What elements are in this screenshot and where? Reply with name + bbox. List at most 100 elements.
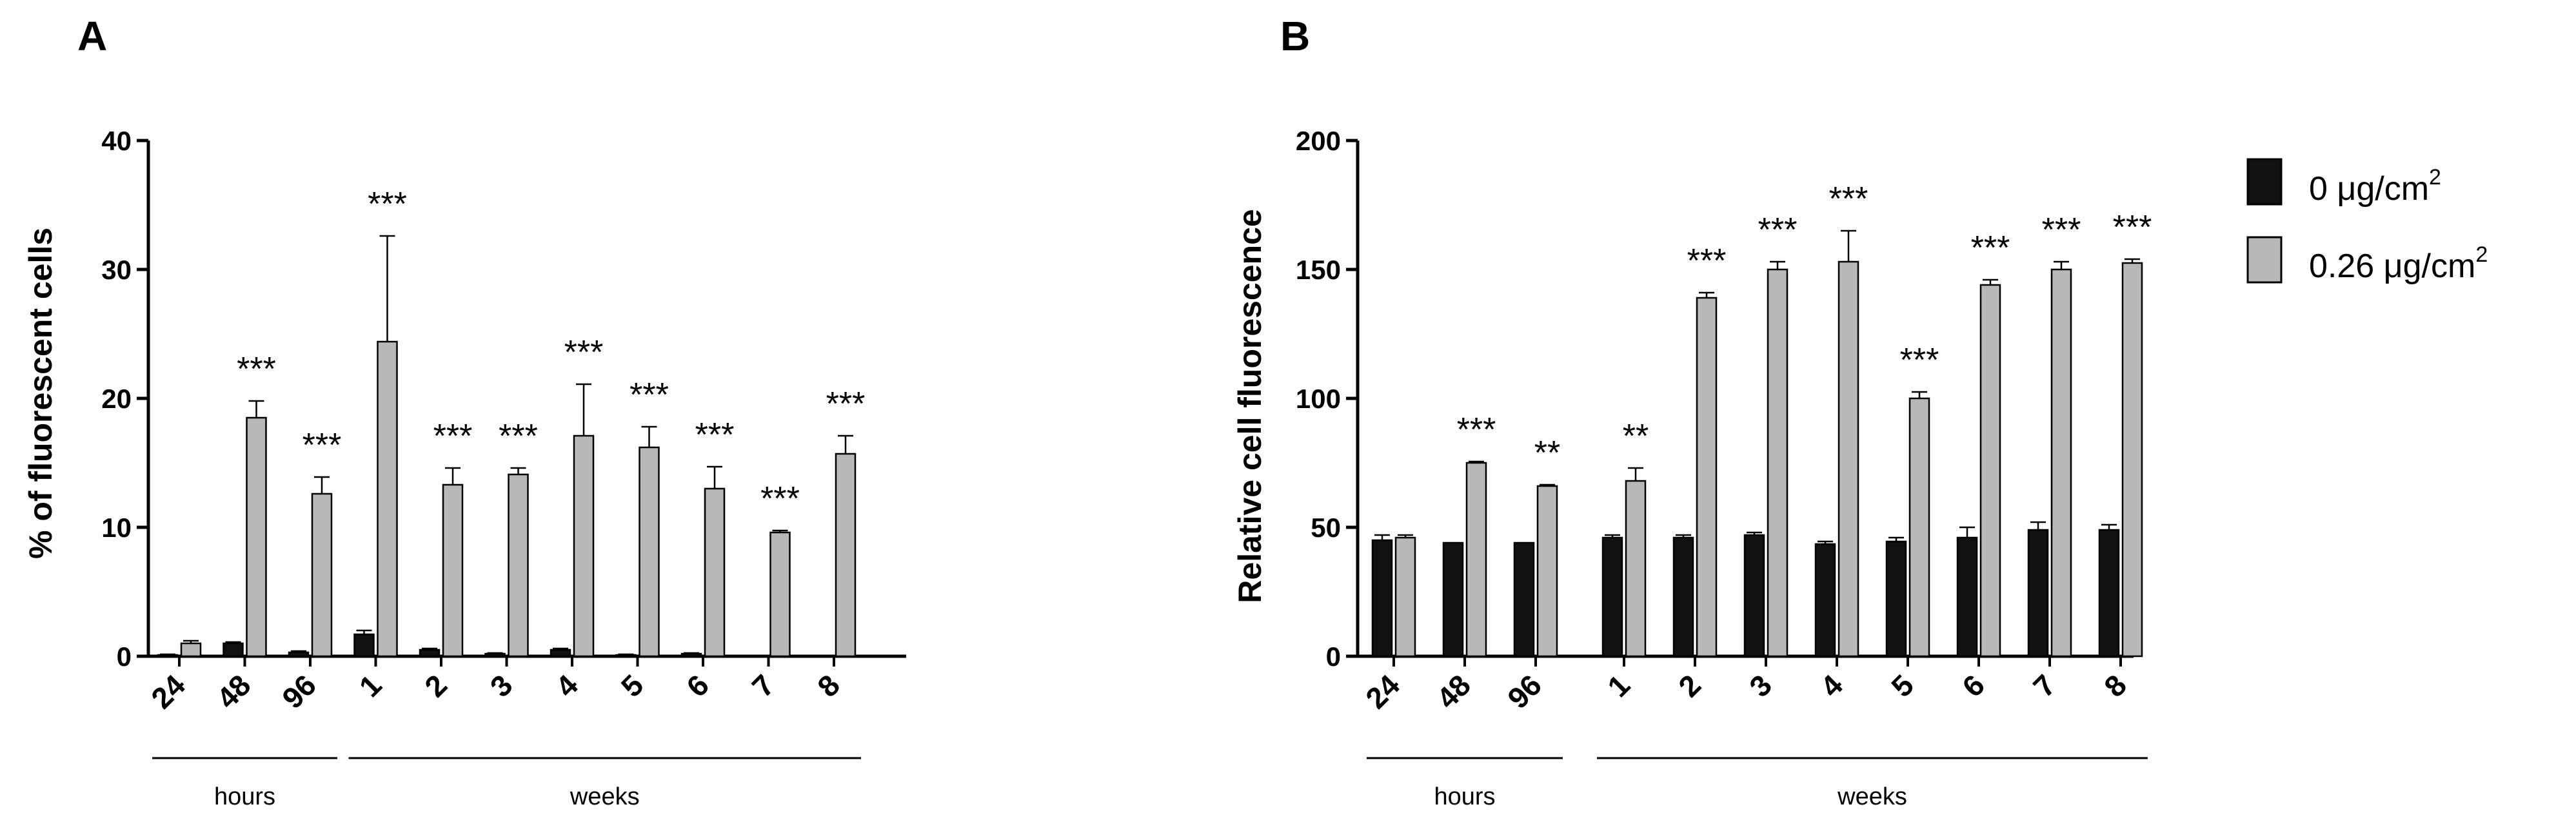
panel-b-bar-treated [1465, 462, 1487, 658]
panel-a-group-label: weeks [570, 783, 640, 810]
panel-a-bar-treated [508, 473, 529, 658]
panel-a-y-tick-label: 10 [101, 512, 132, 543]
panel-a-x-tick-label: 4 [549, 668, 584, 703]
legend-swatch-1 [2246, 236, 2283, 284]
panel-a-x-tick-label: 96 [275, 668, 322, 715]
panel-b-significance-label: ** [1623, 418, 1649, 455]
panel-b-bar-control [1885, 540, 1907, 658]
panel-a-bar-treated [377, 340, 398, 658]
panel-a-significance-label: *** [368, 186, 407, 223]
panel-a-bar-control [615, 654, 637, 658]
legend-label-0: 0 μg/cm2 [2309, 165, 2441, 208]
panel-a-bar-control [223, 642, 244, 658]
panel-b-y-tick-label: 100 [1296, 384, 1341, 414]
panel-a-significance-label: *** [564, 334, 604, 371]
panel-b-y-tick-label: 0 [1326, 641, 1341, 672]
panel-b-x-tick-label: 6 [1956, 668, 1991, 703]
panel-b-bar-control [1442, 541, 1464, 658]
panel-a-bar-control [680, 652, 702, 658]
panel-a-y-axis-title: % of fluorescent cells [23, 228, 59, 559]
panel-b-significance-label: *** [1829, 180, 1868, 218]
panel-a-bar-treated [311, 493, 333, 658]
panel-b-bar-control [2098, 529, 2120, 658]
panel-b-bar-treated [1979, 284, 2001, 658]
panel-b-x-tick-label: 4 [1814, 668, 1849, 703]
legend-label-0-text: 0 μg/cm [2309, 170, 2429, 208]
panel-b-bar-control [1601, 536, 1623, 658]
panel-a-bar-treated [639, 446, 660, 658]
panel-a-bar-treated [442, 483, 464, 658]
panel-a-significance-label: *** [760, 480, 800, 518]
panel-b-bar-treated [2050, 268, 2072, 658]
panel-a-bar-control [288, 651, 310, 658]
panel-b-bar-control [1956, 536, 1978, 658]
panel-b-significance-label: *** [1687, 242, 1727, 280]
panel-b-significance-label: *** [1457, 411, 1496, 449]
panel-a-x-tick-label: 1 [353, 668, 388, 703]
panel-b-y-tick-label: 200 [1296, 126, 1341, 156]
panel-b-y-tick-label: 50 [1311, 512, 1341, 543]
panel-a-significance-label: *** [499, 418, 538, 455]
panel-a-significance-label: *** [695, 416, 735, 454]
legend-label-1: 0.26 μg/cm2 [2309, 242, 2488, 285]
panel-b-x-tick-label: 1 [1601, 668, 1636, 703]
panel-b-group-label: weeks [1837, 783, 1907, 810]
panel-b-letter: B [1280, 13, 1310, 59]
panel-a-y-tick-label: 30 [101, 255, 132, 285]
panel-b-significance-label: *** [1900, 342, 1939, 379]
panel-b-bar-treated [1767, 268, 1788, 658]
panel-b-bar-treated [1908, 397, 1930, 658]
panel-b-x-tick-label: 48 [1430, 668, 1477, 715]
panel-a-significance-label: *** [826, 385, 866, 423]
legend-label-1-text: 0.26 μg/cm [2309, 248, 2475, 285]
panel-a-bar-treated [835, 453, 857, 658]
panel-b-bar-treated [1838, 260, 1859, 658]
panel-b-significance-label: *** [1971, 229, 2010, 267]
panel-a-y-tick-label: 0 [117, 641, 132, 672]
panel-b-bar-control [1371, 539, 1393, 658]
panel-b-x-tick-label: 24 [1359, 668, 1406, 715]
panel-b-bar-treated [1625, 480, 1647, 658]
panel-a-bar-treated [180, 642, 202, 658]
panel-a-bar-control [419, 649, 441, 658]
panel-a-x-tick-label: 24 [144, 668, 192, 715]
panel-a-x-tick-label: 7 [746, 668, 781, 703]
panel-a-significance-label: *** [433, 418, 473, 455]
panel-a-significance-label: *** [237, 351, 276, 388]
panel-a-significance-label: *** [629, 376, 669, 414]
legend-swatch-0 [2246, 158, 2283, 206]
panel-a-x-tick-label: 6 [680, 668, 715, 703]
panel-a-x-tick-label: 48 [210, 668, 257, 715]
panel-b-x-tick-label: 7 [2026, 668, 2062, 703]
panel-b-bar-control [1743, 534, 1765, 658]
panel-a-x-tick-label: 8 [811, 668, 846, 703]
panel-a-bar-treated [769, 531, 791, 658]
panel-b-group-label: hours [1434, 783, 1495, 810]
legend: 0 μg/cm2 0.26 μg/cm2 [2246, 158, 2488, 285]
panel-a-bar-control [353, 633, 375, 658]
panel-a-x-tick-label: 2 [418, 668, 453, 703]
panel-b-bar-treated [1536, 485, 1558, 658]
panel-a-significance-label: *** [302, 427, 342, 464]
panel-a-bar-treated [573, 434, 595, 658]
panel-b-bar-control [1814, 543, 1836, 658]
panel-b-significance-label: ** [1534, 434, 1560, 472]
legend-label-0-sup: 2 [2429, 165, 2441, 190]
panel-a-bar-treated [246, 416, 267, 658]
panel-b-x-tick-label: 3 [1743, 668, 1778, 703]
panel-b-y-axis-title: Relative cell fluorescence [1232, 209, 1268, 603]
panel-b-y-tick-label: 150 [1296, 255, 1341, 285]
panel-b-bar-control [2027, 529, 2049, 658]
panel-b-x-tick-label: 2 [1672, 668, 1707, 703]
panel-b-bar-control [1513, 541, 1535, 658]
panel-b-significance-label: *** [2113, 209, 2152, 246]
panel-a-group-label: hours [214, 783, 275, 810]
panel-b-chart: Relative cell fluorescence 0 50 100 150 200 2… [1232, 126, 2152, 810]
panel-b-significance-label: *** [1758, 211, 1798, 249]
panel-b-x-tick-label: 8 [2097, 668, 2133, 703]
panel-a-x-tick-label: 5 [615, 668, 650, 703]
panel-a-bar-control [484, 652, 506, 658]
panel-a-bar-control [550, 649, 571, 658]
